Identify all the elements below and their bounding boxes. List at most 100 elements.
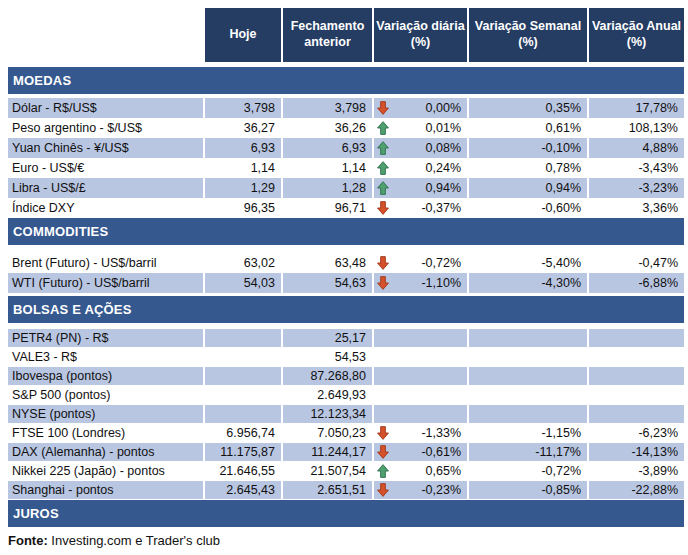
- cell-variacao-anual: -0,47%: [589, 253, 684, 273]
- row-label: NYSE (pontos): [8, 405, 203, 423]
- cell-hoje-value: 54,03: [244, 276, 275, 290]
- cell-variacao-anual: -3,43%: [589, 158, 684, 178]
- cell-fechamento-anterior: 36,26: [283, 118, 372, 138]
- cell-fechamento-anterior: 7.050,23: [283, 424, 372, 442]
- cell-fechamento-anterior-value: 6,93: [342, 141, 366, 155]
- row-label-value: Euro - US$/€: [12, 161, 84, 175]
- cell-hoje: 1,14: [205, 158, 281, 178]
- down-arrow-icon: [376, 276, 390, 291]
- cell-fechamento-anterior: 2.649,93: [283, 386, 372, 404]
- row-label: S&P 500 (pontos): [8, 386, 203, 404]
- row-label: Libra - US$/£: [8, 178, 203, 198]
- cell-fechamento-anterior: 54,53: [283, 348, 372, 366]
- cell-fechamento-anterior-value: 12.123,34: [310, 407, 366, 421]
- cell-variacao-anual: [589, 367, 684, 385]
- table-row: Shanghai - pontos 2.645,43 2.651,51 -0,23% -…: [8, 481, 684, 499]
- table-row: DAX (Alemanha) - pontos11.175,8711.244,1…: [8, 443, 684, 461]
- cell-variacao-semanal: [469, 329, 587, 347]
- cell-variacao-anual-value: -3,89%: [638, 464, 678, 478]
- cell-variacao-diaria: [374, 367, 467, 385]
- cell-fechamento-anterior: 11.244,17: [283, 443, 372, 461]
- cell-fechamento-anterior-value: 36,26: [335, 121, 366, 135]
- cell-fechamento-anterior-value: 11.244,17: [311, 445, 366, 459]
- cell-hoje-value: 6,93: [251, 141, 275, 155]
- table-row: FTSE 100 (Londres)6.956,747.050,23-1,33%…: [8, 424, 684, 442]
- cell-hoje: 96,35: [205, 198, 281, 218]
- cell-hoje-value: 3,798: [244, 101, 275, 115]
- cell-variacao-diaria-value: -0,23%: [421, 483, 461, 497]
- cell-variacao-anual-value: -14,13%: [631, 445, 678, 459]
- cell-variacao-semanal: 0,61%: [469, 118, 587, 138]
- cell-variacao-diaria: -0,23%: [374, 481, 467, 499]
- row-label-value: Ibovespa (pontos): [12, 369, 112, 383]
- cell-variacao-anual: 108,13%: [589, 118, 684, 138]
- row-label: WTI (Futuro) - US$/barril: [8, 273, 203, 293]
- table-row: Ibovespa (pontos) 87.268,80: [8, 367, 684, 385]
- up-arrow-icon: [376, 141, 390, 156]
- cell-variacao-semanal-value: -0,10%: [541, 141, 581, 155]
- cell-variacao-semanal-value: -1,15%: [541, 426, 581, 440]
- cell-variacao-diaria-value: -0,37%: [421, 201, 461, 215]
- cell-hoje: 6,93: [205, 138, 281, 158]
- row-label-value: Shanghai - pontos: [12, 483, 113, 497]
- cell-variacao-anual-value: -22,88%: [631, 483, 678, 497]
- cell-fechamento-anterior-value: 96,71: [335, 201, 366, 215]
- cell-variacao-anual: [589, 386, 684, 404]
- row-label: Nikkei 225 (Japão) - pontos: [8, 462, 203, 480]
- down-arrow-icon: [376, 445, 390, 460]
- cell-fechamento-anterior: 63,48: [283, 253, 372, 273]
- down-arrow-icon: [376, 201, 390, 216]
- cell-variacao-semanal: 0,78%: [469, 158, 587, 178]
- row-label-value: Brent (Futuro) - US$/barril: [12, 256, 156, 270]
- cell-fechamento-anterior: 3,798: [283, 98, 372, 118]
- down-arrow-icon: [376, 256, 390, 271]
- cell-hoje-value: 6.956,74: [226, 426, 275, 440]
- cell-variacao-semanal-value: -4,30%: [541, 276, 581, 290]
- table-body: MOEDASDólar - R$/US$3,7983,7980,00%0,35%…: [8, 67, 684, 527]
- section-header: JUROS: [8, 500, 684, 527]
- cell-hoje-value: 2.645,43: [226, 483, 275, 497]
- cell-variacao-semanal: -0,10%: [469, 138, 587, 158]
- cell-fechamento-anterior-value: 2.649,93: [317, 388, 366, 402]
- table-row: VALE3 - R$54,53: [8, 348, 684, 366]
- cell-fechamento-anterior: 96,71: [283, 198, 372, 218]
- cell-fechamento-anterior-value: 2.651,51: [317, 483, 366, 497]
- cell-variacao-semanal-value: -5,40%: [541, 256, 581, 270]
- cell-variacao-anual-value: -3,23%: [638, 181, 678, 195]
- cell-variacao-semanal-value: 0,94%: [546, 181, 581, 195]
- row-label: PETR4 (PN) - R$: [8, 329, 203, 347]
- row-label-value: NYSE (pontos): [12, 407, 95, 421]
- cell-variacao-semanal: [469, 405, 587, 423]
- cell-fechamento-anterior-value: 54,53: [335, 350, 366, 364]
- cell-variacao-anual: -3,23%: [589, 178, 684, 198]
- cell-variacao-diaria: [374, 329, 467, 347]
- cell-variacao-diaria-value: 0,24%: [426, 161, 461, 175]
- cell-variacao-semanal: [469, 348, 587, 366]
- down-arrow-icon: [376, 483, 390, 498]
- section-rows: Dólar - R$/US$3,7983,7980,00%0,35%17,78%…: [8, 98, 684, 218]
- row-label-value: PETR4 (PN) - R$: [12, 331, 109, 345]
- cell-variacao-semanal: 0,35%: [469, 98, 587, 118]
- table-row: Yuan Chinês - ¥/US$6,936,930,08%-0,10%4,…: [8, 138, 684, 158]
- cell-fechamento-anterior-value: 7.050,23: [317, 426, 366, 440]
- cell-variacao-anual: 4,88%: [589, 138, 684, 158]
- cell-variacao-semanal-value: -0,72%: [541, 464, 581, 478]
- cell-variacao-anual-value: -6,23%: [638, 426, 678, 440]
- cell-variacao-diaria-value: 0,08%: [426, 141, 461, 155]
- cell-variacao-anual: -14,13%: [589, 443, 684, 461]
- cell-variacao-semanal-value: -0,60%: [541, 201, 581, 215]
- cell-fechamento-anterior-value: 87.268,80: [310, 369, 366, 383]
- table-row: Dólar - R$/US$3,7983,7980,00%0,35%17,78%: [8, 98, 684, 118]
- cell-variacao-anual-value: -3,43%: [638, 161, 678, 175]
- table-row: WTI (Futuro) - US$/barril54,0354,63-1,10…: [8, 273, 684, 293]
- cell-hoje-value: 36,27: [244, 121, 275, 135]
- up-arrow-icon: [376, 161, 390, 176]
- cell-variacao-semanal-value: 0,78%: [546, 161, 581, 175]
- row-label-value: S&P 500 (pontos): [12, 388, 110, 402]
- row-label: Índice DXY: [8, 198, 203, 218]
- cell-hoje: 1,29: [205, 178, 281, 198]
- cell-variacao-semanal: -4,30%: [469, 273, 587, 293]
- cell-variacao-diaria: -0,37%: [374, 198, 467, 218]
- cell-variacao-semanal-value: -0,85%: [541, 483, 581, 497]
- cell-variacao-semanal: -11,17%: [469, 443, 587, 461]
